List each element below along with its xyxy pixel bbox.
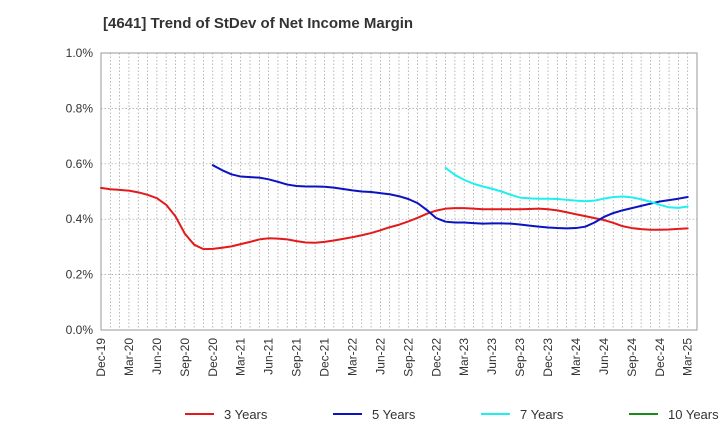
x-tick-label: Sep-21 xyxy=(290,338,304,377)
x-tick-label: Mar-23 xyxy=(457,338,471,376)
x-tick-label: Sep-20 xyxy=(178,338,192,377)
y-tick-label: 0.0% xyxy=(66,323,94,337)
x-tick-label: Jun-20 xyxy=(150,338,164,375)
x-tick-label: Dec-23 xyxy=(541,338,555,377)
x-tick-label: Dec-19 xyxy=(94,338,108,377)
y-tick-label: 0.6% xyxy=(66,157,94,171)
x-tick-label: Jun-24 xyxy=(597,338,611,375)
series-line-7-years xyxy=(444,166,689,209)
x-tick-label: Mar-21 xyxy=(234,338,248,376)
series-line-5-years xyxy=(211,164,689,230)
y-tick-label: 0.8% xyxy=(66,101,94,115)
x-tick-label: Mar-22 xyxy=(345,338,359,376)
x-tick-label: Dec-21 xyxy=(318,338,332,377)
legend-label-3-years: 3 Years xyxy=(224,407,268,422)
legend-label-10-years: 10 Years xyxy=(668,407,719,422)
x-tick-label: Sep-24 xyxy=(625,338,639,377)
y-tick-label: 0.4% xyxy=(66,212,94,226)
x-tick-label: Jun-21 xyxy=(262,338,276,375)
legend-label-7-years: 7 Years xyxy=(520,407,564,422)
x-tick-label: Dec-20 xyxy=(206,338,220,377)
x-tick-label: Mar-24 xyxy=(569,338,583,376)
legend-label-5-years: 5 Years xyxy=(372,407,416,422)
y-tick-label: 0.2% xyxy=(66,268,94,282)
x-tick-label: Dec-24 xyxy=(653,338,667,377)
x-tick-label: Mar-20 xyxy=(122,338,136,376)
x-tick-label: Dec-22 xyxy=(429,338,443,377)
chart-title: [4641] Trend of StDev of Net Income Marg… xyxy=(103,15,414,32)
x-tick-label: Jun-23 xyxy=(485,338,499,375)
x-tick-label: Mar-25 xyxy=(681,338,695,376)
plot-border xyxy=(100,52,698,331)
series-line-3-years xyxy=(100,186,689,251)
x-tick-label: Jun-22 xyxy=(373,338,387,375)
x-tick-label: Sep-23 xyxy=(513,338,527,377)
y-tick-label: 1.0% xyxy=(66,46,94,60)
x-tick-label: Sep-22 xyxy=(401,338,415,377)
